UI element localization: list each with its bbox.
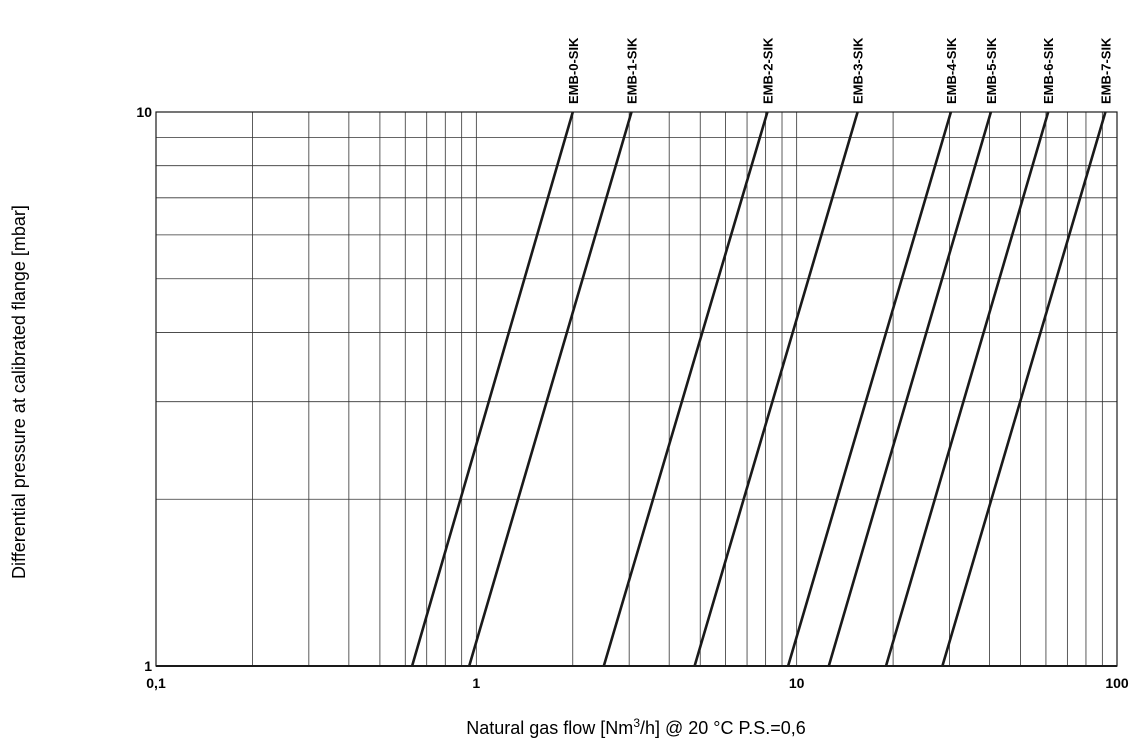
x-tick-label: 1 — [472, 675, 480, 691]
series-label: EMB-6-SIK — [1041, 37, 1056, 104]
x-tick-label: 100 — [1105, 675, 1129, 691]
y-tick-label: 1 — [144, 658, 152, 674]
x-axis-title-rest: /h] @ 20 °C P.S.=0,6 — [640, 718, 806, 738]
x-axis-title: Natural gas flow [Nm3/h] @ 20 °C P.S.=0,… — [466, 716, 806, 738]
x-tick-label: 10 — [789, 675, 805, 691]
series-label: EMB-3-SIK — [851, 37, 866, 104]
series-label: EMB-7-SIK — [1098, 37, 1113, 104]
series-line — [941, 111, 1107, 667]
series-label: EMB-0-SIK — [566, 37, 581, 104]
y-tick-label: 10 — [136, 104, 152, 120]
x-tick-label: 0,1 — [146, 675, 166, 691]
series-label: EMB-2-SIK — [760, 37, 775, 104]
series-lines — [410, 111, 1107, 667]
plot-frame — [155, 111, 1118, 667]
series-label: EMB-1-SIK — [625, 37, 640, 104]
x-axis-title-main: Natural gas flow [Nm — [466, 718, 633, 738]
x-axis-title-superscript: 3 — [633, 716, 640, 730]
series-line — [410, 111, 575, 667]
y-tick-labels: 1 10 — [136, 104, 152, 674]
series-label: EMB-4-SIK — [944, 37, 959, 104]
series-line — [786, 111, 953, 667]
series-line — [467, 111, 633, 667]
series-label: EMB-5-SIK — [984, 37, 999, 104]
series-line — [827, 111, 993, 667]
series-line — [602, 111, 769, 667]
series-line — [884, 111, 1050, 667]
series-line — [693, 111, 859, 667]
series-labels: EMB-0-SIK EMB-1-SIK EMB-2-SIK EMB-3-SIK EMB-… — [566, 37, 1114, 104]
y-axis-title: Differential pressure at calibrated flan… — [9, 205, 29, 579]
grid — [155, 111, 1117, 667]
x-tick-labels: 0,1 1 10 100 — [146, 675, 1129, 691]
